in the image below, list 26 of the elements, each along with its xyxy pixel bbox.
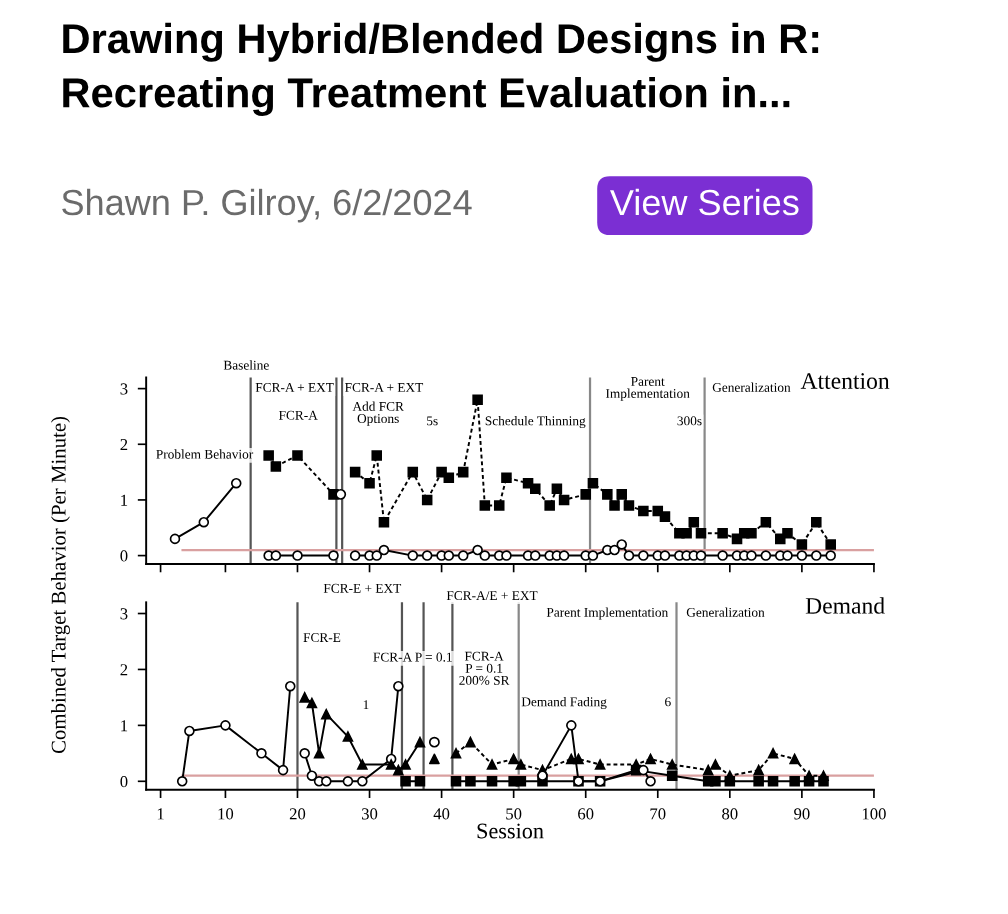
- x-tick-label: 100: [862, 808, 886, 820]
- y-tick-label: 1: [121, 720, 128, 732]
- y-axis-title: Combined Target Behavior (Per Minute): [51, 416, 70, 754]
- chart-subtitle: Shawn P. Gilroy, 6/2/2024: [62, 188, 472, 223]
- y-tick-label: 2: [120, 664, 128, 676]
- annotation: Demand: [805, 597, 885, 614]
- y-tick-label: 2: [120, 439, 128, 451]
- x-tick-label: 40: [433, 808, 450, 820]
- y-tick-label: 3: [120, 608, 128, 620]
- x-tick-label: 50: [506, 808, 522, 820]
- x-tick-label: 90: [794, 808, 810, 820]
- x-tick-label: 20: [289, 808, 306, 820]
- y-tick-label: 3: [120, 383, 128, 395]
- y-tick-label: 1: [121, 494, 128, 506]
- y-tick-label: 0: [120, 776, 128, 788]
- x-tick-label: 30: [362, 808, 378, 820]
- annotation: Attention: [800, 373, 890, 389]
- x-tick-label: 60: [578, 808, 594, 820]
- chart-title: Drawing Hybrid/Blended Designs in R: Recreating Treatment Evaluation in...: [63, 22, 819, 116]
- x-tick-label: 1: [157, 808, 164, 820]
- x-tick-label: 10: [218, 808, 234, 820]
- x-axis-title: Session: [477, 823, 544, 839]
- text: View Series: [610, 188, 799, 216]
- x-tick-label: 70: [650, 808, 666, 820]
- y-tick-label: 0: [120, 550, 128, 562]
- x-tick-label: 80: [722, 808, 738, 820]
